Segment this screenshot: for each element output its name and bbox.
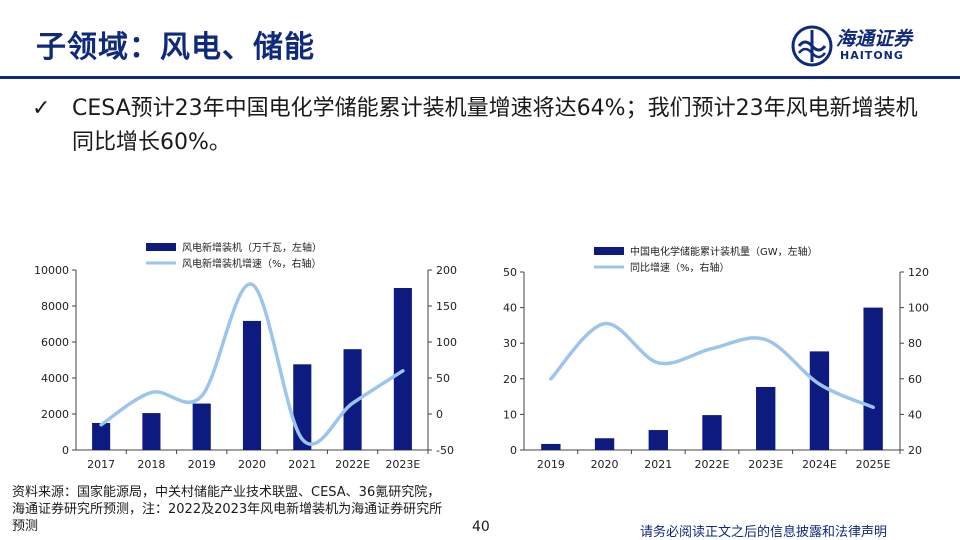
left-tick-label: 4000 — [41, 372, 69, 385]
bar-2022E — [343, 349, 362, 450]
right-tick-label: 50 — [436, 372, 450, 385]
left-tick-label: 50 — [503, 266, 517, 279]
x-tick-label: 2021 — [288, 458, 316, 471]
right-tick-label: 200 — [436, 264, 457, 277]
x-tick-label: 2023E — [385, 458, 420, 471]
x-tick-label: 2019 — [537, 458, 565, 471]
x-tick-label: 2018 — [137, 458, 165, 471]
key-point-text: CESA预计23年中国电化学储能累计装机量增速将达64%；我们预计23年风电新增… — [72, 96, 918, 155]
haitong-logo: 海通证券 HAITONG — [790, 24, 930, 68]
right-tick-label: 40 — [908, 408, 922, 421]
bar-2020 — [594, 438, 615, 450]
right-tick-label: 150 — [436, 300, 457, 313]
x-tick-label: 2020 — [591, 458, 619, 471]
header-divider — [0, 76, 960, 79]
wind-power-chart: 风电新增装机（万千瓦，左轴）风电新增装机增速（%，右轴）020004000600… — [34, 241, 457, 471]
right-tick-label: 80 — [908, 337, 922, 350]
right-tick-label: -50 — [436, 444, 454, 457]
left-tick-label: 30 — [503, 337, 517, 350]
x-tick-label: 2019 — [188, 458, 216, 471]
legend-line-label: 同比增速（%，右轴） — [630, 261, 730, 274]
x-tick-label: 2025E — [856, 458, 891, 471]
bar-2018 — [142, 413, 161, 450]
left-tick-label: 0 — [510, 444, 517, 457]
x-tick-label: 2024E — [802, 458, 837, 471]
left-tick-label: 40 — [503, 302, 517, 315]
bar-2021 — [648, 430, 668, 450]
source-note: 资料来源：国家能源局，中关村储能产业技术联盟、CESA、36氪研究院，海通证券研… — [12, 485, 443, 534]
bar-2023E — [393, 288, 412, 450]
x-tick-label: 2020 — [238, 458, 266, 471]
x-tick-label: 2023E — [748, 458, 783, 471]
legend-bar-label: 风电新增装机（万千瓦，左轴） — [182, 241, 322, 254]
legend-bar-swatch — [594, 247, 624, 255]
left-tick-label: 0 — [62, 444, 69, 457]
x-tick-label: 2022E — [335, 458, 370, 471]
bar-2025E — [863, 307, 883, 450]
x-tick-label: 2017 — [87, 458, 115, 471]
x-tick-label: 2022E — [695, 458, 730, 471]
logo-chinese-name: 海通证券 — [836, 28, 913, 50]
energy-storage-chart: 中国电化学储能累计装机量（GW，左轴） 同比增速（%，右轴） 0 10 20 30 40 50… — [503, 245, 929, 471]
left-tick-label: 10000 — [34, 264, 69, 277]
right-tick-label: 120 — [908, 266, 929, 279]
bar-2019 — [541, 443, 561, 450]
legend-line-label: 风电新增装机增速（%，右轴） — [182, 257, 322, 270]
page-number: 40 — [472, 519, 490, 535]
left-tick-label: 6000 — [41, 336, 69, 349]
right-tick-label: 100 — [436, 336, 457, 349]
legend-bar-label: 中国电化学储能累计装机量（GW，左轴） — [630, 245, 818, 258]
left-tick-label: 2000 — [41, 408, 69, 421]
page-title: 子领域：风电、储能 — [36, 30, 315, 65]
bar-2019 — [192, 403, 211, 450]
left-tick-label: 10 — [503, 408, 517, 421]
haitong-logo-icon — [791, 25, 833, 67]
legend-bar-swatch — [146, 243, 176, 251]
x-tick-label: 2021 — [644, 458, 672, 471]
checkmark-icon: ✓ — [32, 96, 51, 121]
bar-2024E — [809, 351, 830, 450]
bar-2023E — [756, 386, 776, 450]
disclaimer: 请务必阅读正文之后的信息披露和法律声明 — [640, 525, 888, 540]
bar-2017 — [92, 423, 111, 450]
left-tick-label: 8000 — [41, 300, 69, 313]
logo-english-name: HAITONG — [840, 49, 904, 62]
left-tick-label: 20 — [503, 373, 517, 386]
bar-2020 — [242, 320, 262, 450]
right-tick-label: 60 — [908, 373, 922, 386]
right-tick-label: 0 — [436, 408, 443, 421]
bar-2022E — [702, 415, 722, 450]
right-tick-label: 100 — [908, 302, 929, 315]
right-tick-label: 20 — [908, 444, 922, 457]
key-point: ✓ CESA预计23年中国电化学储能累计装机量增速将达64%；我们预计23年风电… — [32, 92, 937, 160]
